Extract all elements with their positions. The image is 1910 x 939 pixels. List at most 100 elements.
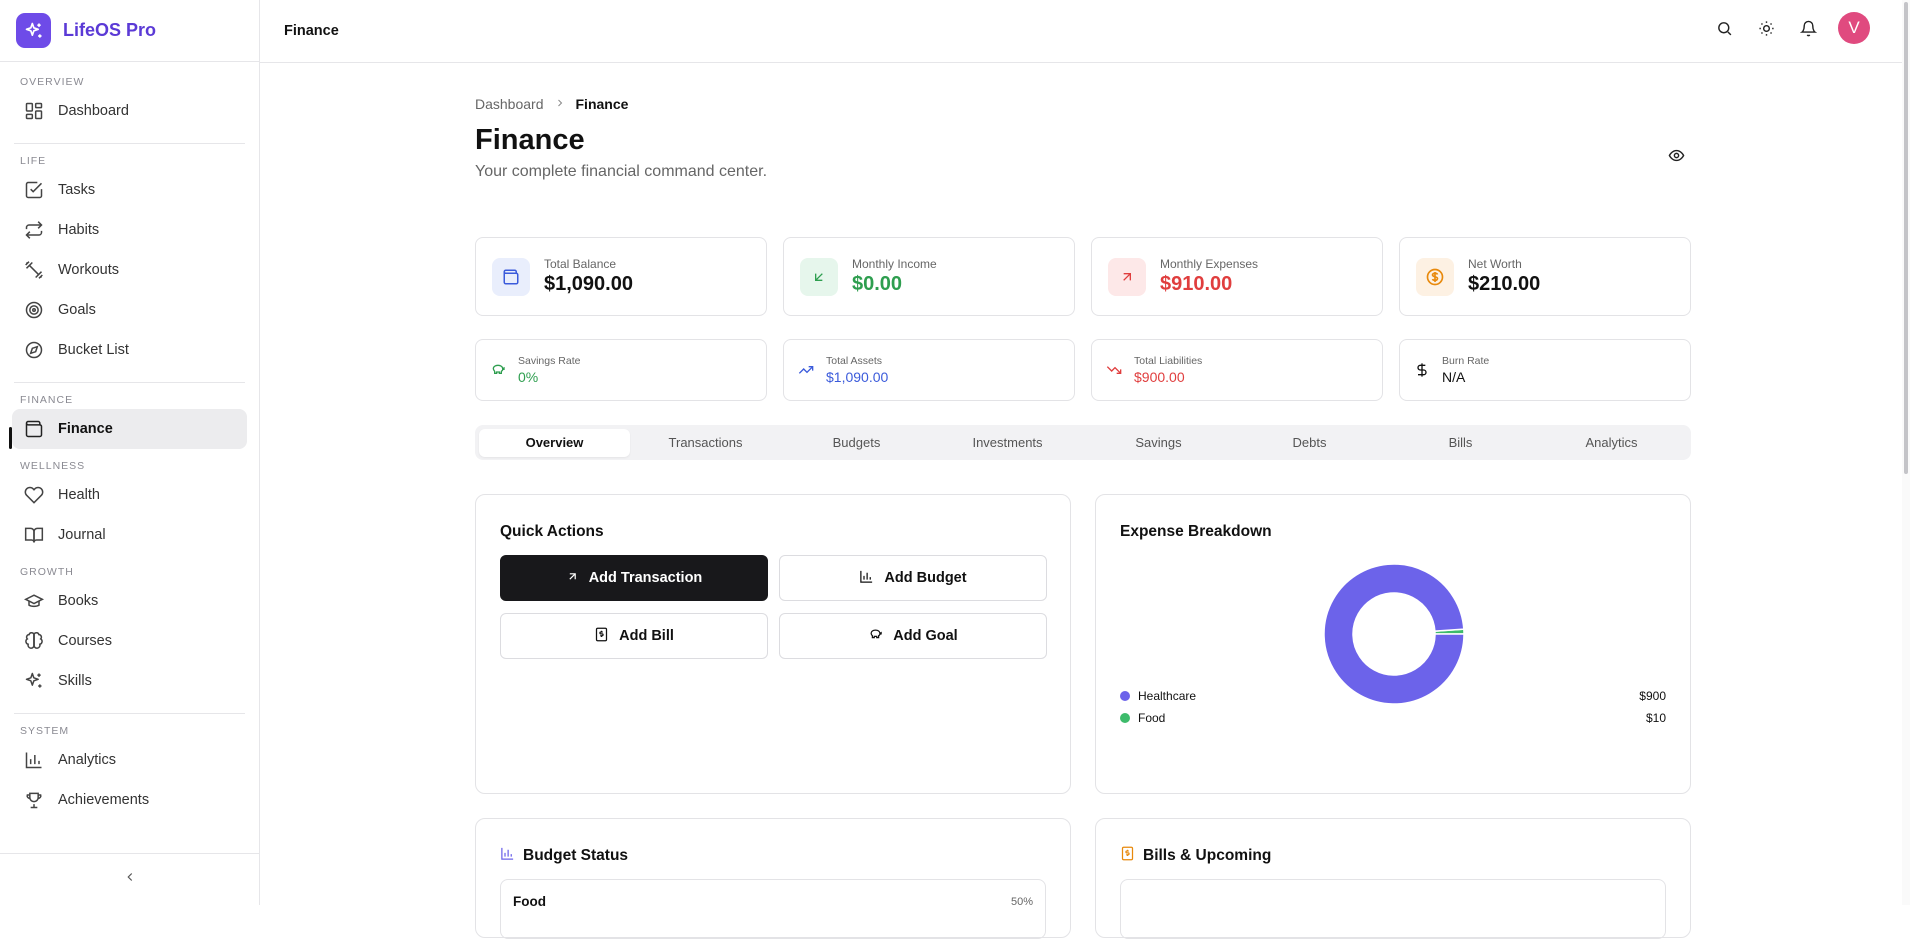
dashboard-icon [22,99,46,123]
bar-chart-icon [22,748,46,772]
tab-overview[interactable]: Overview [479,428,630,457]
sparkles-logo-icon [16,13,51,48]
arrow-up-right-icon [566,570,579,587]
section-growth: GROWTH [20,566,74,578]
budget-item[interactable]: Food 50% [500,879,1046,939]
sidebar-item-habits[interactable]: Habits [12,210,247,250]
sidebar-item-label: Habits [58,222,100,238]
chevron-right-icon [554,96,566,112]
tab-debts[interactable]: Debts [1292,435,1327,450]
tab-bills[interactable]: Bills [1448,435,1473,450]
donut-slice-healthcare[interactable] [1323,563,1465,705]
bills-header: Bills & Upcoming [1120,846,1271,866]
add-bill-label: Add Bill [619,628,674,644]
stats-row: Total Balance $1,090.00 Monthly Income $0.… [475,237,1691,316]
stat-label: Savings Rate [518,355,581,367]
stat-card-monthly-expenses: Monthly Expenses $910.00 [1091,237,1383,316]
stat-card-total-liabilities: Total Liabilities $900.00 [1091,339,1383,401]
graduation-cap-icon [22,589,46,613]
budget-status-header: Budget Status [500,846,628,866]
dumbbell-icon [22,258,46,282]
collapse-sidebar-button[interactable] [0,853,259,905]
compass-icon [22,338,46,362]
search-icon[interactable] [1712,16,1736,40]
stat-label: Net Worth [1468,257,1522,271]
add-bill-button[interactable]: Add Bill [500,613,768,659]
mini-stats-row: Savings Rate 0% Total Assets $1,090.00 Tot… [475,339,1691,401]
sidebar-item-label: Books [58,593,99,609]
tab-analytics[interactable]: Analytics [1585,435,1638,450]
expense-breakdown-card: Expense Breakdown Healthcare $900 Food $… [1095,494,1691,794]
tab-budgets[interactable]: Budgets [832,435,881,450]
sidebar-item-health[interactable]: Health [12,475,247,515]
quick-actions-title: Quick Actions [500,523,604,540]
stat-label: Monthly Expenses [1160,257,1259,271]
breadcrumb: Dashboard Finance [475,96,1691,112]
sidebar-item-dashboard[interactable]: Dashboard [12,91,247,131]
tab-transactions[interactable]: Transactions [668,435,743,450]
add-goal-button[interactable]: Add Goal [779,613,1047,659]
stat-label: Total Assets [826,355,883,367]
stat-value: $210.00 [1468,273,1541,295]
stat-label: Monthly Income [852,257,937,271]
sidebar-item-books[interactable]: Books [12,581,247,621]
sidebar-item-label: Workouts [58,262,119,278]
tab-investments[interactable]: Investments [972,435,1043,450]
receipt-icon [1120,846,1135,866]
avatar[interactable]: V [1838,12,1870,44]
sidebar-item-workouts[interactable]: Workouts [12,250,247,290]
arrow-down-left-icon [800,257,838,296]
trending-down-icon [1104,362,1124,378]
sidebar-item-label: Goals [58,302,96,318]
app-name: LifeOS Pro [63,20,157,40]
finance-tabs: Overview Transactions Budgets Investment… [475,425,1691,460]
add-transaction-label: Add Transaction [588,570,703,586]
bill-item[interactable] [1120,879,1666,939]
stat-value: $1,090.00 [826,369,889,385]
stat-label: Total Balance [544,257,617,271]
section-finance: FINANCE [20,394,74,406]
trending-up-icon [796,362,816,378]
sidebar-item-bucket-list[interactable]: Bucket List [12,330,247,370]
stat-label: Total Liabilities [1134,355,1203,367]
add-budget-label: Add Budget [884,570,967,586]
sun-icon[interactable] [1754,16,1778,40]
page-title: Finance [475,124,585,156]
bell-icon[interactable] [1796,16,1820,40]
repeat-icon [22,218,46,242]
eye-icon[interactable] [1668,147,1685,169]
budget-status-title: Budget Status [523,847,629,864]
dollar-circle-icon [1416,257,1454,296]
sidebar-item-label: Skills [58,673,92,689]
sidebar-item-courses[interactable]: Courses [12,621,247,661]
sidebar-item-label: Tasks [58,182,96,198]
trophy-icon [22,788,46,812]
stat-label: Burn Rate [1442,355,1490,367]
legend-value: $900 [1639,689,1666,703]
add-transaction-button[interactable]: Add Transaction [500,555,768,601]
brain-icon [22,629,46,653]
topbar-title: Finance [284,23,339,39]
tab-savings[interactable]: Savings [1135,435,1182,450]
sidebar-item-label: Analytics [58,752,117,768]
arrow-up-right-icon [1108,257,1146,296]
bar-chart-icon [859,569,874,588]
sidebar-item-label: Journal [58,527,106,543]
scrollbar[interactable] [1902,0,1910,905]
add-budget-button[interactable]: Add Budget [779,555,1047,601]
wallet-icon [492,257,530,296]
brand[interactable]: LifeOS Pro [0,0,259,62]
topbar-actions: V [1712,12,1870,44]
sidebar-item-tasks[interactable]: Tasks [12,170,247,210]
breadcrumb-dashboard-link[interactable]: Dashboard [475,96,544,112]
sidebar-item-goals[interactable]: Goals [12,290,247,330]
stat-card-savings-rate: Savings Rate 0% [475,339,767,401]
sidebar-item-finance[interactable]: Finance [9,409,247,449]
stat-value: $910.00 [1160,273,1233,295]
sidebar-item-journal[interactable]: Journal [12,515,247,555]
sidebar-item-achievements[interactable]: Achievements [12,780,247,820]
sidebar-item-skills[interactable]: Skills [12,661,247,701]
sidebar-item-analytics[interactable]: Analytics [12,740,247,780]
scrollbar-thumb[interactable] [1904,2,1908,474]
section-life: LIFE [20,155,47,167]
